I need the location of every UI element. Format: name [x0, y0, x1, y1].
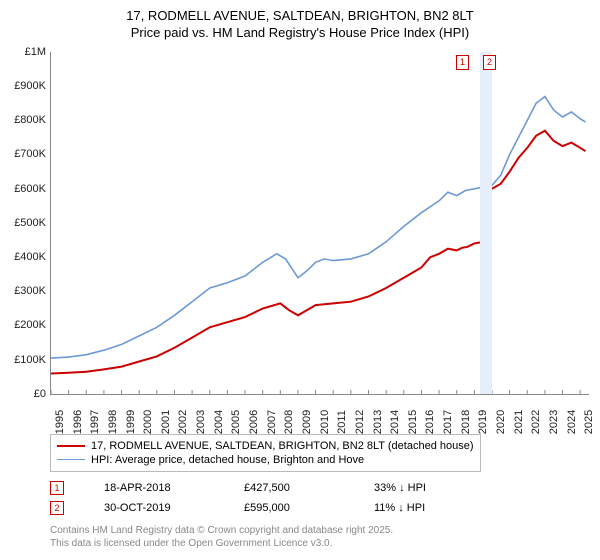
sale-marker: 1	[50, 481, 64, 495]
x-axis-label: 1998	[107, 410, 119, 434]
chart-marker-2: 2	[483, 55, 496, 70]
legend-row: HPI: Average price, detached house, Brig…	[57, 453, 474, 467]
chart-area: 12 £0 £100K £200K £300K £400K £500K £600K £700K…	[8, 46, 592, 426]
legend-swatch	[57, 445, 85, 447]
x-axis-label: 2025	[583, 410, 595, 434]
x-axis-label: 2005	[230, 410, 242, 434]
x-axis-label: 2020	[495, 410, 507, 434]
title-line-1: 17, RODMELL AVENUE, SALTDEAN, BRIGHTON, …	[126, 8, 474, 23]
x-axis-label: 1997	[89, 410, 101, 434]
legend: 17, RODMELL AVENUE, SALTDEAN, BRIGHTON, …	[50, 434, 481, 472]
series-hpi	[51, 96, 586, 358]
attribution-line-1: Contains HM Land Registry data © Crown c…	[50, 525, 393, 536]
x-axis-label: 1999	[125, 410, 137, 434]
attribution: Contains HM Land Registry data © Crown c…	[50, 524, 592, 550]
x-axis-label: 2017	[442, 410, 454, 434]
x-axis-label: 2010	[319, 410, 331, 434]
x-axis-label: 2008	[283, 410, 295, 434]
y-axis-label: £600K	[6, 183, 46, 195]
y-axis-label: £0	[6, 388, 46, 400]
x-axis-label: 2023	[548, 410, 560, 434]
x-axis-label: 2014	[389, 410, 401, 434]
x-axis-label: 2021	[513, 410, 525, 434]
legend-swatch	[57, 459, 85, 460]
sales-table: 1 18-APR-2018 £427,500 33% ↓ HPI 2 30-OCT-201…	[50, 478, 592, 518]
x-axis-label: 2016	[424, 410, 436, 434]
x-axis-label: 2001	[160, 410, 172, 434]
sale-price: £427,500	[244, 482, 334, 494]
x-axis-label: 1995	[54, 410, 66, 434]
x-axis-label: 2007	[266, 410, 278, 434]
chart-marker-1: 1	[456, 55, 469, 70]
sale-marker: 2	[50, 501, 64, 515]
sale-price: £595,000	[244, 502, 334, 514]
attribution-line-2: This data is licensed under the Open Gov…	[50, 538, 332, 549]
x-axis-label: 2013	[372, 410, 384, 434]
plot-region: 12	[50, 52, 589, 395]
title-line-2: Price paid vs. HM Land Registry's House …	[131, 25, 469, 40]
sale-row: 2 30-OCT-2019 £595,000 11% ↓ HPI	[50, 498, 592, 518]
y-axis-label: £1M	[6, 46, 46, 58]
y-axis-label: £400K	[6, 251, 46, 263]
x-axis-label: 2006	[248, 410, 260, 434]
x-axis-label: 2019	[477, 410, 489, 434]
x-axis-label: 2015	[407, 410, 419, 434]
x-axis-label: 2009	[301, 410, 313, 434]
y-axis-label: £800K	[6, 114, 46, 126]
x-axis-label: 1996	[72, 410, 84, 434]
plot-svg	[51, 52, 589, 394]
y-axis-label: £100K	[6, 354, 46, 366]
x-axis-label: 2000	[142, 410, 154, 434]
y-axis-label: £700K	[6, 148, 46, 160]
legend-label: 17, RODMELL AVENUE, SALTDEAN, BRIGHTON, …	[91, 440, 474, 452]
sale-date: 18-APR-2018	[104, 482, 204, 494]
sale-delta: 11% ↓ HPI	[374, 502, 425, 514]
legend-row: 17, RODMELL AVENUE, SALTDEAN, BRIGHTON, …	[57, 439, 474, 453]
x-axis-label: 2018	[460, 410, 472, 434]
sale-date: 30-OCT-2019	[104, 502, 204, 514]
y-axis-label: £500K	[6, 217, 46, 229]
x-axis-label: 2002	[177, 410, 189, 434]
sale-row: 1 18-APR-2018 £427,500 33% ↓ HPI	[50, 478, 592, 498]
chart-title: 17, RODMELL AVENUE, SALTDEAN, BRIGHTON, …	[8, 8, 592, 42]
y-axis-label: £900K	[6, 80, 46, 92]
x-axis-label: 2022	[530, 410, 542, 434]
sale-delta: 33% ↓ HPI	[374, 482, 426, 494]
series-property	[51, 130, 586, 373]
forecast-shade	[480, 52, 492, 394]
x-axis-label: 2011	[336, 410, 348, 434]
y-axis-label: £300K	[6, 285, 46, 297]
y-axis-label: £200K	[6, 319, 46, 331]
legend-label: HPI: Average price, detached house, Brig…	[91, 454, 364, 466]
x-axis-label: 2012	[354, 410, 366, 434]
x-axis-label: 2003	[195, 410, 207, 434]
x-axis-label: 2004	[213, 410, 225, 434]
x-axis-label: 2024	[566, 410, 578, 434]
